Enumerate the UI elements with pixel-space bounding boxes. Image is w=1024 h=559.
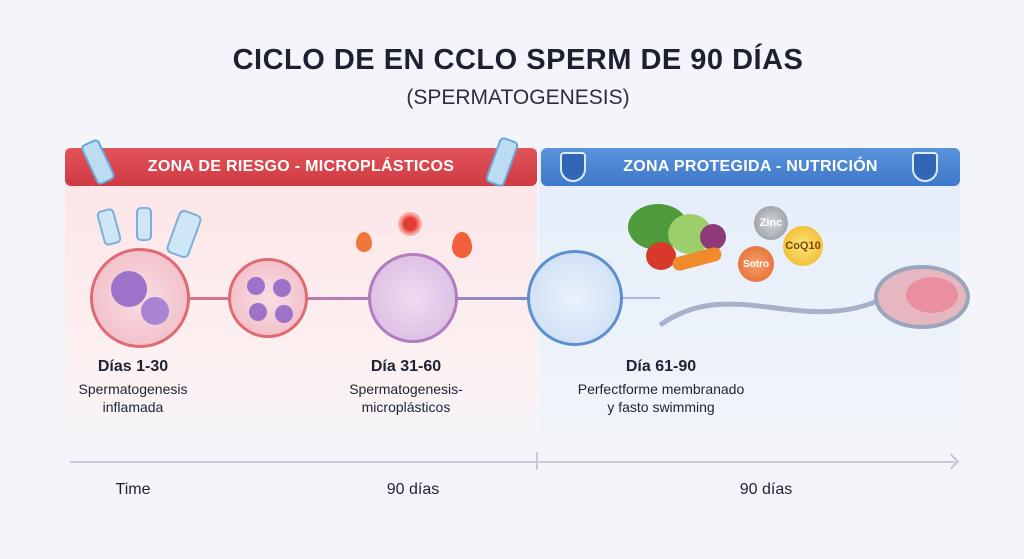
stage-2-line2: microplásticos [361,399,451,415]
cell-connector-line [140,297,580,300]
stage-1-line2: inflamada [102,399,164,415]
page-title: CICLO DE EN CCLO SPERM DE 90 DÍAS [232,44,804,76]
timeline-start-label: Time [115,481,151,498]
zinc-supplement-icon: Zinc [754,206,788,240]
stage-1-label: Días 1-30 Spermatogenesis inflamada [33,358,233,416]
risk-zone-banner: ZONA DE RIESGO - MICROPLÁSTICOS [65,148,537,186]
timeline-end-label: 90 días [739,481,793,498]
inflammation-fire-icon [452,232,472,258]
inflamed-cell-icon [90,248,190,348]
coq10-label: CoQ10 [785,240,821,252]
sperm-connector-line [620,297,660,299]
page-subtitle: (SPERMATOGENESIS) [406,86,630,109]
dividing-cell-icon [228,258,308,338]
timeline-mid-label: 90 días [386,481,440,498]
healthy-sperm-illustration [658,265,970,329]
stage-1-line1: Spermatogenesis [78,381,188,397]
inflammation-target-icon [398,212,422,236]
stage-2-line1: Spermatogenesis- [349,381,463,397]
sotro-label: Sotro [742,258,770,270]
stage-3-line1: Perfectforme membranado [577,381,745,397]
zinc-label: Zinc [759,217,783,229]
stage-3-label: Día 61-90 Perfectforme membranado y fast… [561,358,761,416]
shield-icon [912,152,938,182]
stage-3-heading: Día 61-90 [625,358,697,375]
stage-3-line2: y fasto swimming [607,399,715,415]
microplastic-cell-icon [368,253,458,343]
timeline-axis [70,461,955,463]
inflammation-fire-icon [356,232,372,252]
stage-1-heading: Días 1-30 [97,358,169,375]
sotro-supplement-icon: Sotro [738,246,774,282]
protected-zone-banner: ZONA PROTEGIDA - NUTRICIÓN [541,148,960,186]
plastic-bottles-icon [95,205,208,260]
coq10-supplement-icon: CoQ10 [783,226,823,266]
vegetables-icon [628,200,738,278]
sperm-cell-circle-icon [527,250,623,346]
stage-2-heading: Día 31-60 [370,358,442,375]
protected-zone-label: ZONA PROTEGIDA - NUTRICIÓN [623,158,878,175]
stage-2-label: Día 31-60 Spermatogenesis- microplástico… [306,358,506,416]
shield-icon [560,152,586,182]
timeline-midpoint-tick [536,452,538,470]
risk-zone-label: ZONA DE RIESGO - MICROPLÁSTICOS [147,158,455,175]
